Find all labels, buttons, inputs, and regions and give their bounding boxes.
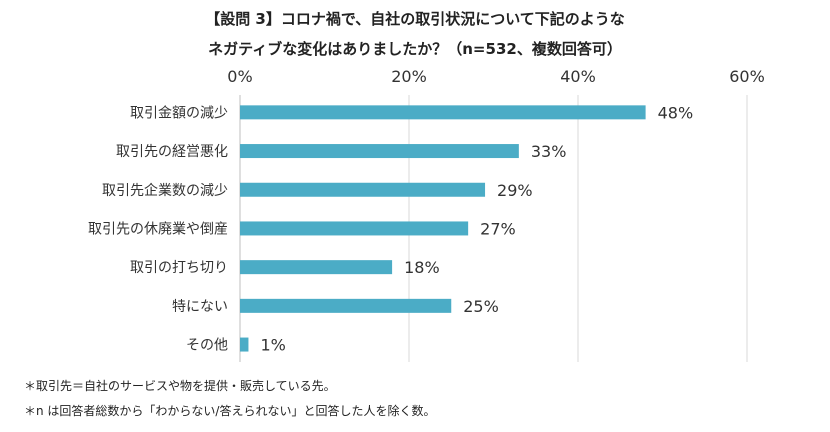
bar — [240, 221, 469, 236]
category-label: 取引先の経営悪化 — [116, 144, 228, 160]
x-tick-label: 0% — [227, 67, 252, 86]
chart-title-line1: 【設問 3】コロナ禍で、自社の取引状況について下記のような — [205, 10, 625, 28]
x-tick-label: 60% — [729, 67, 765, 86]
data-label: 29% — [497, 181, 533, 200]
bar — [240, 182, 486, 197]
bar — [240, 260, 393, 275]
category-label: 取引の打ち切り — [130, 259, 228, 276]
category-label: 取引金額の減少 — [130, 104, 228, 121]
x-tick-label: 40% — [560, 67, 596, 86]
data-label: 27% — [480, 219, 516, 238]
category-label: 特にない — [172, 299, 228, 315]
category-label: 取引先の休廃業や倒産 — [88, 220, 228, 237]
category-label: その他 — [186, 338, 228, 354]
bar — [240, 298, 452, 313]
data-label: 18% — [404, 258, 440, 277]
data-label: 33% — [531, 142, 567, 161]
data-label: 1% — [260, 336, 285, 355]
chart-title-line2: ネガティブな変化はありましたか？（n=532、複数回答可） — [208, 40, 622, 58]
bar — [240, 105, 646, 120]
bar — [240, 144, 519, 159]
category-label: 取引先企業数の減少 — [102, 182, 228, 199]
bar — [240, 337, 249, 352]
footnote-sample: ＊n は回答者総数から「わからない/答えられない」と回答した人を除く数。 — [24, 404, 436, 418]
x-tick-label: 20% — [391, 67, 427, 86]
footnote-definition: ＊取引先＝自社のサービスや物を提供・販売している先。 — [24, 379, 336, 393]
data-label: 48% — [658, 103, 694, 122]
data-label: 25% — [463, 297, 499, 316]
